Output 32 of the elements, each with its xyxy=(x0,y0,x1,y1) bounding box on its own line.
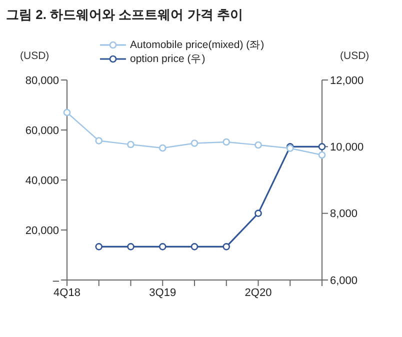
point xyxy=(254,141,262,149)
point xyxy=(127,140,134,148)
point xyxy=(318,151,326,159)
y-tick-label: 80,000 xyxy=(25,74,59,87)
point xyxy=(222,138,230,146)
point xyxy=(95,243,103,250)
y-axis-title: (USD) xyxy=(20,50,50,62)
point xyxy=(318,143,326,150)
y2-tick-label: 12,000 xyxy=(330,74,364,87)
legend-label: Automobile price(mixed) (좌) xyxy=(130,38,264,52)
x-tick-label: 2Q20 xyxy=(244,286,272,299)
point xyxy=(63,108,71,116)
x-tick-label: 3Q19 xyxy=(149,286,176,299)
x-tick-label: 4Q18 xyxy=(54,286,80,299)
point xyxy=(158,243,166,250)
y2-axis-title: (USD) xyxy=(340,50,370,62)
y-tick-label: 20,000 xyxy=(25,224,59,237)
point xyxy=(95,137,103,144)
y-tick-label: 60,000 xyxy=(25,124,59,137)
point xyxy=(127,243,134,250)
chart-title: 그림 2. 하드웨어와 소프트웨어 가격 추이 xyxy=(6,6,243,24)
legend-label: option price (우) xyxy=(130,52,206,66)
y-tick-label: – xyxy=(52,274,60,287)
point xyxy=(254,210,262,217)
point xyxy=(222,243,230,250)
y-tick-label: 40,000 xyxy=(25,174,59,187)
point xyxy=(190,243,198,250)
y2-tick-label: 6,000 xyxy=(330,274,358,287)
point xyxy=(190,140,198,147)
y2-tick-label: 8,000 xyxy=(330,208,358,220)
y2-tick-label: 10,000 xyxy=(330,142,364,154)
point xyxy=(158,144,166,152)
